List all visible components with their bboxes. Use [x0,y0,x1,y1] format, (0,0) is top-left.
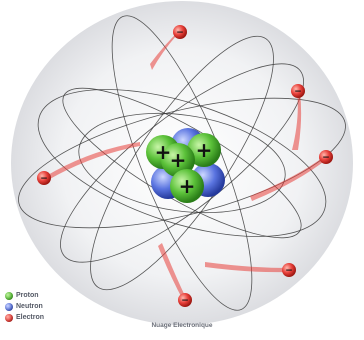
electron-symbol: − [294,87,302,97]
electrons: − − − − − − [37,25,333,307]
proton-symbol: + [179,174,196,198]
proton-symbol: + [155,140,172,164]
electron-swatch-icon [5,314,13,322]
electron-symbol: − [285,266,293,276]
legend-label-proton: Proton [16,292,39,299]
legend: Proton Neutron Electron [5,291,44,323]
electron-trail [150,30,180,70]
electron-trail [46,142,140,180]
electron-trail [292,92,302,150]
orbit-7 [78,112,286,214]
nucleus: + + + + [146,128,225,203]
electron: − [291,84,305,98]
proton [161,143,195,177]
electron-trail [250,156,327,201]
legend-item-neutron: Neutron [5,302,44,312]
electron-trail [158,243,186,300]
electron: − [173,25,187,39]
orbit-6 [60,63,304,263]
legend-label-electron: Electron [16,314,45,321]
proton [170,169,204,203]
legend-label-neutron: Neutron [16,303,43,310]
neutron-swatch-icon [5,303,13,311]
electron-symbol: − [322,153,330,163]
electron: − [178,293,192,307]
electron: − [37,171,51,185]
electron-trail [205,262,288,273]
electron-symbol: − [176,28,184,38]
electron-symbol: − [181,296,189,306]
legend-item-proton: Proton [5,291,44,301]
orbit-1 [18,97,346,229]
electron: − [319,150,333,164]
electron-symbol: − [40,174,48,184]
cloud-label: Nuage Electronique [151,322,213,329]
legend-item-electron: Electron [5,313,44,323]
proton-symbol: + [170,148,187,172]
electron-trails [46,30,327,300]
proton-swatch-icon [5,292,13,300]
proton-symbol: + [196,138,213,162]
electron: − [282,263,296,277]
proton [187,133,221,167]
